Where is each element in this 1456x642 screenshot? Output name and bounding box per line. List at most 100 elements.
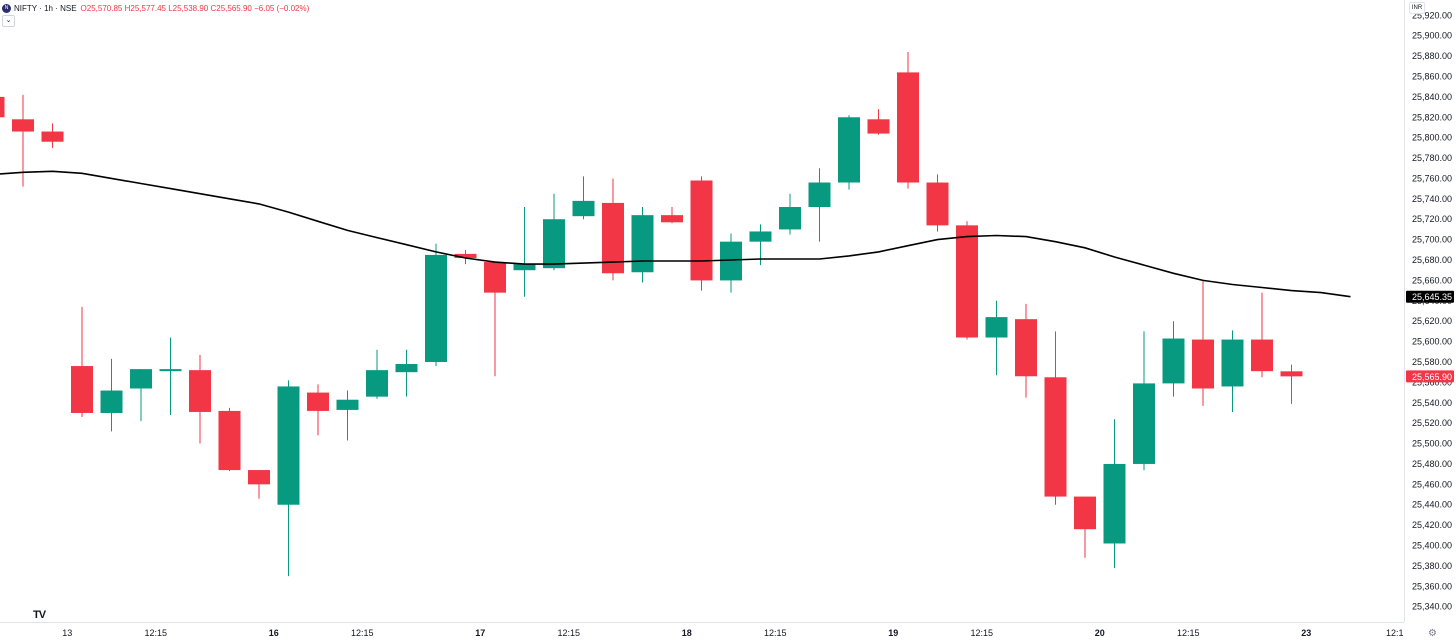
candle[interactable]	[1280, 364, 1303, 404]
candle[interactable]	[395, 349, 418, 397]
candle[interactable]	[720, 233, 742, 293]
gear-icon[interactable]: ⚙	[1428, 628, 1437, 639]
candle[interactable]	[1015, 303, 1037, 398]
time-axis: 13 12:15 16 12:15 17 12:15 18 12:15 19 12:15 20 12:…	[62, 628, 1403, 638]
candle[interactable]	[218, 407, 241, 472]
candle-body	[602, 202, 624, 274]
price-tick-label: 25,580.00	[1412, 357, 1452, 367]
candle-body	[248, 470, 270, 485]
price-tick-label: 25,880.00	[1412, 51, 1452, 61]
time-tick-label: 12:15	[557, 628, 580, 638]
candle[interactable]	[661, 206, 683, 224]
price-tick-label: 25,620.00	[1412, 316, 1452, 326]
candle[interactable]	[336, 390, 359, 441]
candle-body	[454, 253, 477, 258]
price-tick-label: 25,600.00	[1412, 337, 1452, 347]
price-tick-label: 25,500.00	[1412, 439, 1452, 449]
price-tick-label: 25,460.00	[1412, 479, 1452, 489]
price-tick-label: 25,560.00	[1412, 377, 1452, 387]
candle[interactable]	[602, 178, 624, 281]
candle-body	[897, 72, 919, 183]
candle[interactable]	[838, 115, 860, 190]
open-value: 25,570.85	[86, 3, 123, 13]
candle[interactable]	[1162, 321, 1185, 397]
symbol-title[interactable]: NIFTY · 1h · NSE	[14, 3, 77, 13]
candle[interactable]	[956, 221, 978, 340]
open-label: O	[80, 3, 87, 13]
candle[interactable]	[513, 206, 536, 297]
price-tick-label: 25,480.00	[1412, 459, 1452, 469]
price-tick-label: 25,920.00	[1412, 10, 1452, 20]
candle[interactable]	[985, 300, 1008, 376]
candle-body	[513, 264, 536, 271]
ohlc-values: O25,570.85 H25,577.45 L25,538.90 C25,565…	[81, 4, 310, 13]
candle-body	[779, 206, 801, 230]
candle[interactable]	[690, 176, 713, 291]
chevron-down-icon[interactable]: ⌄	[2, 15, 15, 27]
candle[interactable]	[1133, 331, 1155, 471]
candle[interactable]	[189, 354, 211, 444]
candle[interactable]	[1221, 330, 1244, 412]
candle-body	[867, 119, 890, 134]
symbol-logo-icon[interactable]: N	[2, 3, 11, 13]
candle[interactable]	[1103, 419, 1126, 568]
candle-body	[631, 215, 654, 273]
candle[interactable]	[1251, 292, 1273, 378]
time-tick-label: 19	[888, 628, 898, 638]
candle-body	[661, 215, 683, 223]
candle[interactable]	[71, 306, 93, 418]
high-value: 25,577.45	[130, 3, 166, 13]
candle[interactable]	[897, 52, 919, 189]
candle[interactable]	[779, 193, 801, 235]
ma-value-badge-bg	[1406, 290, 1454, 303]
candle[interactable]	[12, 94, 34, 187]
candle[interactable]	[159, 337, 182, 416]
candle-body	[543, 219, 565, 269]
candle[interactable]	[808, 168, 831, 242]
candle-body	[159, 369, 182, 372]
candle-body	[956, 225, 978, 338]
candle-body	[1221, 339, 1244, 387]
candle[interactable]	[454, 249, 477, 265]
candle[interactable]	[130, 369, 152, 422]
candle[interactable]	[926, 174, 949, 232]
tradingview-logo-icon[interactable]: TV	[33, 609, 46, 621]
candle[interactable]	[1192, 280, 1214, 406]
candle[interactable]	[307, 384, 329, 436]
candle[interactable]	[248, 470, 270, 499]
last-price-badge-bg	[1406, 370, 1454, 383]
candle[interactable]	[41, 123, 64, 148]
time-tick-label: 12:15	[970, 628, 993, 638]
candle-body	[1280, 371, 1303, 377]
candle[interactable]	[572, 176, 595, 220]
candle[interactable]	[0, 96, 5, 118]
candle-body	[189, 370, 211, 412]
price-tick-label: 25,900.00	[1412, 31, 1452, 41]
candle[interactable]	[631, 206, 654, 283]
time-tick-label: 12:15	[351, 628, 374, 638]
low-value: 25,538.90	[172, 3, 209, 13]
candle[interactable]	[277, 380, 300, 577]
candle[interactable]	[366, 349, 388, 399]
time-tick-label: 17	[475, 628, 485, 638]
candle-body	[720, 241, 742, 281]
candle[interactable]	[484, 262, 506, 377]
currency-button[interactable]: INR	[1409, 2, 1425, 14]
candle-body	[307, 392, 329, 411]
last-price-badge: 25,565.90	[1412, 372, 1452, 382]
price-tick-label: 25,400.00	[1412, 541, 1452, 551]
close-label: C	[210, 3, 217, 13]
candle-body	[1133, 383, 1155, 464]
candle-body	[690, 180, 713, 281]
candle[interactable]	[1044, 331, 1067, 505]
candle[interactable]	[100, 358, 123, 432]
candle[interactable]	[425, 243, 447, 367]
candle-body	[395, 364, 418, 373]
close-value: 25,565.90	[216, 3, 252, 13]
candle-body	[336, 399, 359, 410]
candle[interactable]	[867, 109, 890, 135]
candle-body	[1192, 339, 1214, 389]
candle[interactable]	[1074, 496, 1096, 558]
candle[interactable]	[543, 193, 565, 271]
